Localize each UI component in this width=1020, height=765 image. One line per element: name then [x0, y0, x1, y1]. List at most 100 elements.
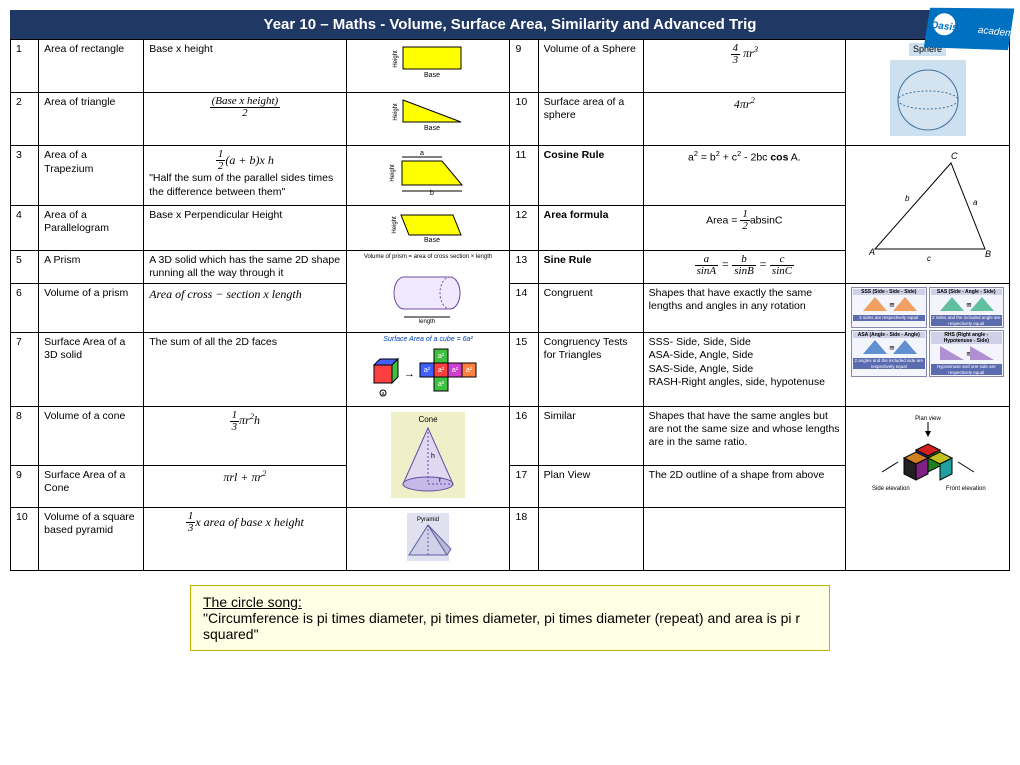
row-desc: Area of cross − section x length	[144, 283, 346, 332]
row-name: Volume of a cone	[39, 407, 144, 466]
svg-text:C: C	[951, 151, 958, 161]
row-name: Area formula	[538, 205, 643, 250]
row-num: 3	[11, 146, 39, 205]
svg-text:→: →	[404, 368, 415, 380]
row-name: Surface Area of a Cone	[39, 466, 144, 508]
svg-text:Side elevation: Side elevation	[872, 486, 910, 492]
row-name: Cosine Rule	[538, 146, 643, 205]
row-desc: The 2D outline of a shape from above	[643, 466, 845, 508]
row-num: 9	[510, 40, 538, 93]
svg-text:≅: ≅	[889, 302, 895, 309]
svg-text:a: a	[420, 150, 424, 157]
row-num: 11	[510, 146, 538, 205]
svg-text:a²: a²	[438, 353, 445, 360]
row-name	[538, 508, 643, 571]
circle-song-title: The circle song:	[203, 594, 302, 610]
svg-text:Base: Base	[424, 125, 440, 132]
diagram-pyramid: Pyramid	[346, 508, 510, 571]
row-desc: SSS- Side, Side, Side ASA-Side, Angle, S…	[643, 333, 845, 407]
svg-text:h: h	[431, 453, 435, 460]
row-num: 4	[11, 205, 39, 250]
svg-text:b: b	[905, 194, 910, 203]
diagram-rectangle: Base Height	[346, 40, 510, 93]
svg-text:Cone: Cone	[418, 415, 438, 424]
svg-text:b: b	[430, 190, 434, 197]
row-name: Surface Area of a 3D solid	[39, 333, 144, 407]
row-num: 18	[510, 508, 538, 571]
svg-text:a²: a²	[438, 381, 445, 388]
diagram-parallelogram: Base Height	[346, 205, 510, 250]
svg-text:A: A	[868, 247, 875, 257]
row-desc: Base x Perpendicular Height	[144, 205, 346, 250]
svg-text:Height: Height	[393, 103, 399, 121]
page-title: Year 10 – Maths - Volume, Surface Area, …	[10, 10, 1010, 39]
svg-text:Height: Height	[393, 50, 399, 68]
row-num: 14	[510, 283, 538, 332]
row-num: 2	[11, 93, 39, 146]
row-desc: (Base x height)2	[144, 93, 346, 146]
row-name: Volume of a square based pyramid	[39, 508, 144, 571]
svg-text:a²: a²	[424, 367, 431, 374]
circle-song-box: The circle song: "Circumference is pi ti…	[190, 585, 830, 651]
row-name: Congruency Tests for Triangles	[538, 333, 643, 407]
row-name: Area of triangle	[39, 93, 144, 146]
diagram-trapezium: a b Height	[346, 146, 510, 205]
row-name: Volume of a prism	[39, 283, 144, 332]
row-desc: Shapes that have exactly the same length…	[643, 283, 845, 332]
row-name: Area of a Trapezium	[39, 146, 144, 205]
diagram-congruency: SSS (Side - Side - Side) ≅ 3 sides are r…	[846, 283, 1010, 406]
row-desc: 12(a + b)x h "Half the sum of the parall…	[144, 146, 346, 205]
svg-text:a²: a²	[466, 367, 473, 374]
row-desc: Area = 12absinC	[643, 205, 845, 250]
row-desc: 43 πr3	[643, 40, 845, 93]
row-desc: 13πr2h	[144, 407, 346, 466]
row-num: 17	[510, 466, 538, 508]
row-num: 8	[11, 407, 39, 466]
row-desc: asinA = bsinB = csinC	[643, 250, 845, 283]
formula-table: 1 Area of rectangle Base x height Base H…	[10, 39, 1010, 571]
row-num: 12	[510, 205, 538, 250]
svg-text:Height: Height	[392, 215, 398, 233]
row-num: 6	[11, 283, 39, 332]
row-desc: The sum of all the 2D faces	[144, 333, 346, 407]
row-name: Area of a Parallelogram	[39, 205, 144, 250]
svg-text:a: a	[973, 198, 978, 207]
row-desc: a2 = b2 + c2 - 2bc cos A.	[643, 146, 845, 205]
row-name: Sine Rule	[538, 250, 643, 283]
svg-text:Base: Base	[424, 72, 440, 79]
row-name: Surface area of a sphere	[538, 93, 643, 146]
row-desc	[643, 508, 845, 571]
row-desc: πrl + πr2	[144, 466, 346, 508]
row-name: A Prism	[39, 250, 144, 283]
row-name: Congruent	[538, 283, 643, 332]
diagram-prism: Volume of prism = area of cross section …	[346, 250, 510, 333]
row-num: 7	[11, 333, 39, 407]
row-name: Area of rectangle	[39, 40, 144, 93]
svg-text:≅: ≅	[966, 302, 972, 309]
svg-text:a²: a²	[438, 367, 445, 374]
diagram-cube-net: Surface Area of a cube = 6a² → a² a² a² …	[346, 333, 510, 407]
svg-text:B: B	[985, 249, 991, 259]
row-name: Volume of a Sphere	[538, 40, 643, 93]
svg-text:Front elevation: Front elevation	[946, 486, 986, 492]
row-desc: 13x area of base x height	[144, 508, 346, 571]
row-num: 5	[11, 250, 39, 283]
svg-text:Plan view: Plan view	[915, 416, 941, 422]
svg-text:length: length	[419, 319, 435, 325]
svg-text:Base: Base	[424, 237, 440, 243]
svg-text:Height: Height	[390, 164, 396, 182]
row-num: 15	[510, 333, 538, 407]
row-desc: Shapes that have the same angles but are…	[643, 407, 845, 466]
row-name: Plan View	[538, 466, 643, 508]
diagram-triangle: Base Height	[346, 93, 510, 146]
svg-text:≅: ≅	[889, 345, 895, 352]
svg-text:c: c	[927, 254, 931, 263]
row-desc: 4πr2	[643, 93, 845, 146]
row-desc: A 3D solid which has the same 2D shape r…	[144, 250, 346, 283]
diagram-cone: Cone h r	[346, 407, 510, 508]
svg-text:Pyramid: Pyramid	[417, 517, 439, 523]
row-num: 9	[11, 466, 39, 508]
row-num: 13	[510, 250, 538, 283]
row-num: 16	[510, 407, 538, 466]
svg-text:a: a	[382, 391, 385, 397]
